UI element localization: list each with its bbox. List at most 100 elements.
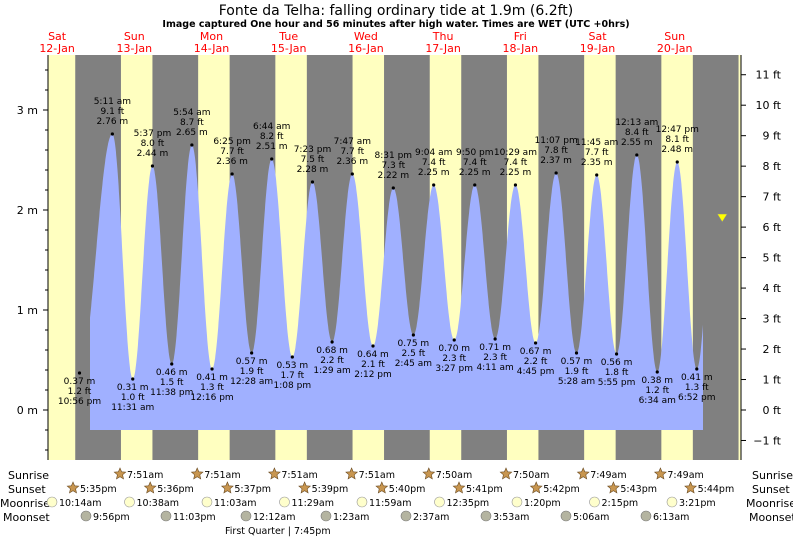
extreme-label: 6:25 pm	[213, 137, 251, 147]
extreme-label: 5:54 am	[173, 108, 210, 118]
extreme-point	[695, 367, 699, 371]
extreme-point	[350, 172, 354, 176]
extreme-label: 10:29 am	[494, 148, 537, 158]
extreme-label: 2.37 m	[540, 156, 572, 166]
extreme-label: 11:31 am	[111, 403, 154, 413]
extreme-label: 1.8 ft	[605, 368, 629, 378]
sunrise-time: 7:49am	[590, 470, 626, 481]
extreme-label: 2.51 m	[256, 142, 288, 152]
extreme-label: 4:11 am	[476, 363, 513, 373]
day-weekday-label: Sun	[124, 30, 145, 43]
extreme-point	[513, 183, 518, 187]
sunset-time: 5:40pm	[389, 484, 426, 495]
extreme-label: 2.3 ft	[483, 353, 507, 363]
extreme-point	[452, 338, 456, 342]
day-date-label: 16-Jan	[348, 42, 384, 55]
extreme-point	[110, 132, 114, 136]
moon-phase-note: First Quarter | 7:45pm	[225, 526, 331, 537]
moonset-icon	[560, 510, 572, 522]
extreme-point	[533, 341, 538, 345]
right-tick-label: 6 ft	[763, 221, 782, 234]
moonrise-label-left: Moonrise	[0, 497, 50, 510]
sunset-star-icon	[684, 481, 698, 494]
extreme-point	[411, 333, 415, 337]
extreme-label: 8.4 ft	[625, 128, 649, 138]
sunrise-star-icon	[422, 467, 436, 480]
moonrise-time: 11:29am	[292, 498, 334, 509]
extreme-label: 8.2 ft	[260, 132, 284, 142]
sunset-star-icon	[375, 481, 389, 494]
extreme-point	[655, 370, 659, 374]
extreme-label: 0.57 m	[236, 357, 268, 367]
extreme-label: 7:47 am	[334, 137, 371, 147]
extreme-label: 10:56 pm	[58, 397, 101, 407]
moonrise-icon	[201, 496, 213, 508]
extreme-label: 2.36 m	[336, 157, 368, 167]
moonset-time: 11:03pm	[173, 512, 216, 523]
extreme-point	[310, 180, 315, 184]
extreme-point	[391, 186, 395, 190]
moonset-icon	[80, 510, 92, 522]
extreme-label: 3:27 pm	[435, 364, 473, 374]
astro-rows: Sunrise Sunset Moonrise Moonset Sunrise …	[0, 467, 793, 537]
extreme-label: 2:12 pm	[354, 370, 392, 380]
moonrise-icon	[589, 496, 600, 508]
chart-title: Fonte da Telha: falling ordinary tide at…	[219, 3, 574, 19]
extreme-point	[290, 355, 294, 359]
extreme-label: 11:45 am	[575, 138, 618, 148]
day-weekday-label: Mon	[200, 30, 223, 43]
extreme-point	[595, 173, 599, 177]
extreme-label: 2.76 m	[97, 117, 129, 127]
extreme-point	[170, 362, 174, 366]
extreme-point	[554, 171, 558, 175]
moonrise-time: 2:15pm	[602, 498, 639, 509]
sunrise-star-icon	[267, 467, 281, 480]
extreme-label: 2.48 m	[661, 145, 693, 155]
sunrise-star-icon	[345, 467, 359, 480]
extreme-label: 2.55 m	[621, 138, 653, 148]
sunset-label-left: Sunset	[8, 483, 46, 496]
sunrise-label-right: Sunrise	[752, 469, 793, 482]
moonset-time: 2:37am	[413, 512, 449, 523]
day-date-label: 12-Jan	[39, 42, 75, 55]
right-tick-label: 1 ft	[763, 374, 782, 387]
moonrise-icon	[46, 496, 58, 508]
moonrise-icon	[511, 496, 523, 508]
sunset-time: 5:39pm	[312, 484, 349, 495]
extreme-point	[210, 367, 214, 371]
extreme-point	[250, 351, 254, 355]
sunset-star-icon	[220, 481, 234, 494]
extreme-label: 0.68 m	[316, 346, 348, 356]
extreme-label: 2.28 m	[297, 165, 329, 175]
extreme-label: 2.5 ft	[402, 349, 426, 359]
extreme-label: 6:44 am	[253, 122, 290, 132]
moonset-icon	[320, 510, 332, 522]
day-date-label: 13-Jan	[117, 42, 153, 55]
extreme-label: 6:52 pm	[678, 393, 716, 403]
extreme-label: 0.57 m	[561, 357, 593, 367]
day-date-label: 20-Jan	[657, 42, 693, 55]
sunset-time: 5:37pm	[234, 484, 271, 495]
extreme-point	[574, 351, 579, 355]
extreme-label: 2.25 m	[418, 168, 450, 178]
sunset-time: 5:35pm	[80, 484, 117, 495]
extreme-label: 7:23 pm	[294, 145, 332, 155]
moonset-time: 1:23am	[333, 512, 369, 523]
extreme-label: 1:29 am	[313, 366, 350, 376]
extreme-label: 11:07 pm	[534, 136, 577, 146]
extreme-label: 2.22 m	[377, 171, 409, 181]
extreme-label: 2.36 m	[216, 157, 248, 167]
extreme-label: 7.4 ft	[463, 158, 487, 168]
moonset-label-left: Moonset	[3, 511, 50, 524]
extreme-label: 7.3 ft	[381, 161, 405, 171]
right-tick-label: 10 ft	[756, 99, 782, 112]
day-label-group: Sat12-JanSun13-JanMon14-JanTue15-JanWed1…	[39, 30, 692, 55]
current-level-marker	[716, 213, 728, 223]
extreme-point	[473, 183, 477, 187]
moonset-label-right: Moonset	[749, 511, 793, 524]
extreme-point	[230, 172, 234, 176]
moonrise-time: 10:14am	[59, 498, 101, 509]
sunset-star-icon	[66, 481, 80, 494]
sunrise-time: 7:51am	[359, 470, 395, 481]
